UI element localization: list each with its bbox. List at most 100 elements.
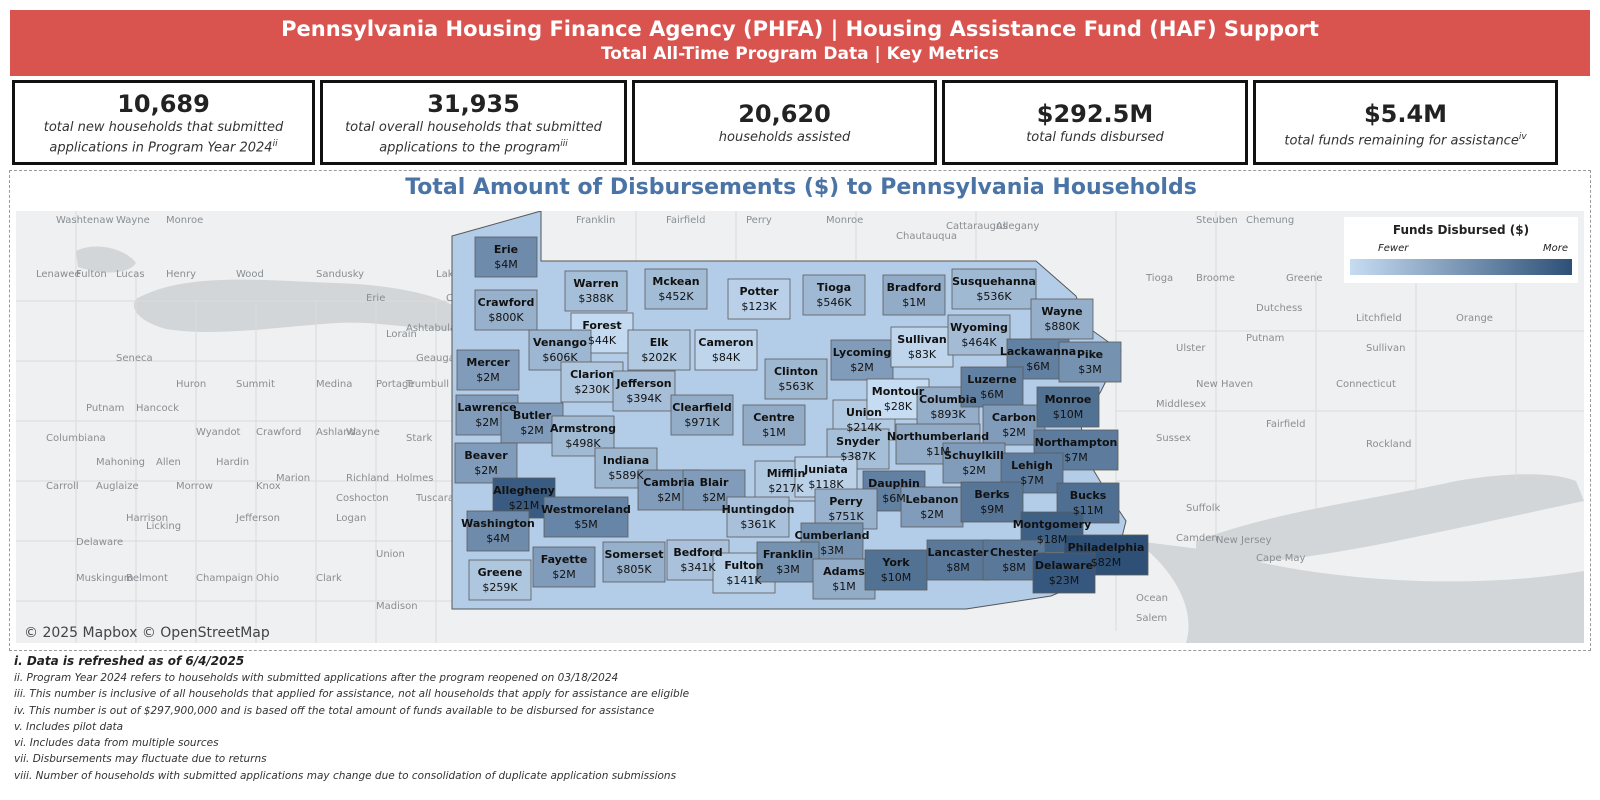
county-lycoming[interactable]	[830, 339, 894, 381]
county-name: Bradford	[887, 281, 942, 294]
kpi-description: total new households that submitted appl…	[43, 120, 284, 156]
county-value: $589K	[608, 469, 644, 482]
basemap-place-label: Dutchess	[1256, 303, 1302, 314]
basemap-place-label: Lorain	[386, 329, 417, 340]
county-value: $387K	[840, 450, 876, 463]
county-label-lackawanna: Lackawanna $6M	[1000, 345, 1076, 373]
county-value: $82M	[1091, 556, 1122, 569]
county-luzerne[interactable]	[960, 366, 1024, 408]
county-value: $214K	[846, 421, 882, 434]
county-huntingdon[interactable]	[726, 496, 790, 538]
basemap-place-label: Morrow	[176, 481, 213, 492]
county-crawford[interactable]	[474, 289, 538, 331]
county-value: $8M	[946, 561, 970, 574]
basemap-place-label: Allegany	[996, 221, 1039, 232]
county-label-monroe: Monroe $10M	[1045, 393, 1092, 421]
county-name: Chester	[990, 546, 1039, 559]
county-wyoming[interactable]	[947, 314, 1011, 356]
basemap-place-label: Auglaize	[96, 481, 139, 492]
county-label-york: York $10M	[881, 556, 912, 584]
county-label-montour: Montour $28K	[872, 385, 925, 413]
legend-high-label: More	[1542, 243, 1568, 254]
county-tioga[interactable]	[802, 274, 866, 316]
county-fayette[interactable]	[532, 546, 596, 588]
county-name: Clarion	[570, 368, 614, 381]
basemap-place-label: Cape May	[1256, 553, 1306, 564]
county-value: $4M	[486, 532, 510, 545]
county-name: Warren	[573, 277, 618, 290]
basemap-place-label: Muskingum	[76, 573, 134, 584]
county-franklin[interactable]	[756, 541, 820, 583]
county-label-elk: Elk $202K	[641, 336, 677, 364]
basemap-place-label: Ashland	[316, 427, 356, 438]
county-greene[interactable]	[468, 559, 532, 601]
county-value: $2M	[702, 491, 726, 504]
county-centre[interactable]	[742, 404, 806, 446]
basemap-place-label: Wayne	[346, 427, 380, 438]
county-label-sullivan: Sullivan $83K	[897, 333, 947, 361]
county-value: $388K	[578, 292, 614, 305]
kpi-card-funds-remaining: $5.4M total funds remaining for assistan…	[1253, 80, 1558, 165]
basemap-place-label: Crawford	[256, 427, 301, 438]
county-york[interactable]	[864, 549, 928, 591]
county-warren[interactable]	[564, 270, 628, 312]
basemap-place-label: Holmes	[396, 473, 434, 484]
basemap-place-label: Ashtabula	[406, 323, 456, 334]
county-delaware[interactable]	[1032, 552, 1096, 594]
basemap-place-label: Jefferson	[235, 513, 280, 524]
county-name: Lycoming	[833, 346, 891, 359]
basemap-place-label: Huron	[176, 379, 206, 390]
county-clearfield[interactable]	[670, 394, 734, 436]
county-value: $2M	[475, 416, 499, 429]
basemap-place-label: Hardin	[216, 457, 249, 468]
county-label-northampton: Northampton $7M	[1035, 436, 1118, 464]
county-lancaster[interactable]	[926, 539, 990, 581]
county-potter[interactable]	[727, 278, 791, 320]
county-berks[interactable]	[960, 481, 1024, 523]
county-clinton[interactable]	[764, 358, 828, 400]
county-susquehanna[interactable]	[951, 268, 1037, 310]
county-somerset[interactable]	[602, 541, 666, 583]
county-name: Clearfield	[672, 401, 731, 414]
footnotes: i. Data is refreshed as of 6/4/2025 ii. …	[14, 653, 1214, 784]
county-label-clarion: Clarion $230K	[570, 368, 614, 396]
county-mercer[interactable]	[456, 349, 520, 391]
county-name: Washington	[461, 517, 535, 530]
county-label-cambria: Cambria $2M	[643, 476, 694, 504]
county-pike[interactable]	[1058, 341, 1122, 383]
county-name: Fulton	[724, 559, 763, 572]
basemap-place-label: Wyandot	[196, 427, 241, 438]
county-beaver[interactable]	[454, 442, 518, 484]
county-name: Lebanon	[906, 493, 959, 506]
county-washington[interactable]	[466, 510, 530, 552]
basemap-place-label: Sandusky	[316, 269, 364, 280]
county-name: Jefferson	[615, 377, 671, 390]
county-westmoreland[interactable]	[543, 496, 629, 538]
choropleth-map[interactable]: Washtenaw Wayne Monroe Lenawee Fulton Lucas He…	[16, 211, 1584, 643]
county-name: Fayette	[541, 553, 588, 566]
county-perry[interactable]	[814, 488, 878, 530]
county-polygons[interactable]	[451, 211, 1149, 610]
county-cameron[interactable]	[694, 329, 758, 371]
county-elk[interactable]	[627, 329, 691, 371]
basemap-place-label: Hancock	[136, 403, 179, 414]
county-monroe[interactable]	[1036, 386, 1100, 428]
county-jefferson[interactable]	[612, 370, 676, 412]
county-name: Columbia	[919, 393, 977, 406]
county-name: Erie	[494, 243, 518, 256]
county-name: Elk	[650, 336, 669, 349]
county-name: Berks	[974, 488, 1010, 501]
county-label-lehigh: Lehigh $7M	[1011, 459, 1053, 487]
basemap-place-label: Cattaraugus	[946, 221, 1008, 232]
county-value: $259K	[482, 581, 518, 594]
county-erie[interactable]	[474, 236, 538, 278]
county-value: $2M	[962, 464, 986, 477]
county-name: Sullivan	[897, 333, 947, 346]
county-schuylkill[interactable]	[942, 442, 1006, 484]
county-label-bedford: Bedford $341K	[673, 546, 722, 574]
county-label-northumberland: Northumberland $1M	[887, 430, 989, 458]
county-bradford[interactable]	[882, 274, 946, 316]
basemap-place-label: Marion	[276, 473, 310, 484]
county-mckean[interactable]	[644, 268, 708, 310]
